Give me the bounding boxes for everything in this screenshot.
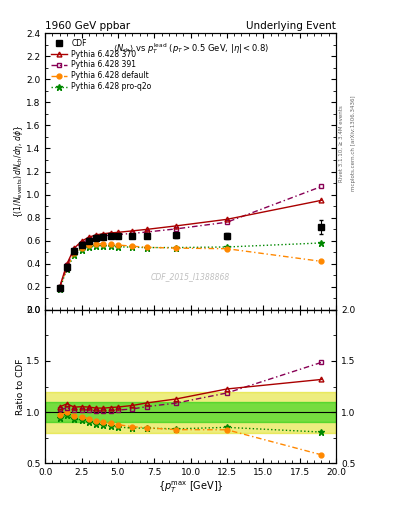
Text: Rivet 3.1.10, ≥ 3.4M events: Rivet 3.1.10, ≥ 3.4M events [339,105,344,182]
Legend: CDF, Pythia 6.428 370, Pythia 6.428 391, Pythia 6.428 default, Pythia 6.428 pro-: CDF, Pythia 6.428 370, Pythia 6.428 391,… [49,37,153,93]
Text: CDF_2015_I1388868: CDF_2015_I1388868 [151,272,230,281]
Text: Underlying Event: Underlying Event [246,21,336,31]
Y-axis label: Ratio to CDF: Ratio to CDF [16,358,25,415]
Text: 1960 GeV ppbar: 1960 GeV ppbar [45,21,130,31]
Y-axis label: $\{(1/N_\mathrm{events})\,dN_\mathrm{ch}/d\eta,\,d\phi\}$: $\{(1/N_\mathrm{events})\,dN_\mathrm{ch}… [11,125,25,218]
Text: $\langle N_\mathrm{ch}\rangle$ vs $p_T^\mathrm{lead}$ ($p_T > 0.5$ GeV, $|\eta| : $\langle N_\mathrm{ch}\rangle$ vs $p_T^\… [112,41,269,56]
X-axis label: $\{p_T^\mathrm{max}$ [GeV]$\}$: $\{p_T^\mathrm{max}$ [GeV]$\}$ [158,480,224,496]
Text: mcplots.cern.ch [arXiv:1306.3436]: mcplots.cern.ch [arXiv:1306.3436] [351,96,356,191]
